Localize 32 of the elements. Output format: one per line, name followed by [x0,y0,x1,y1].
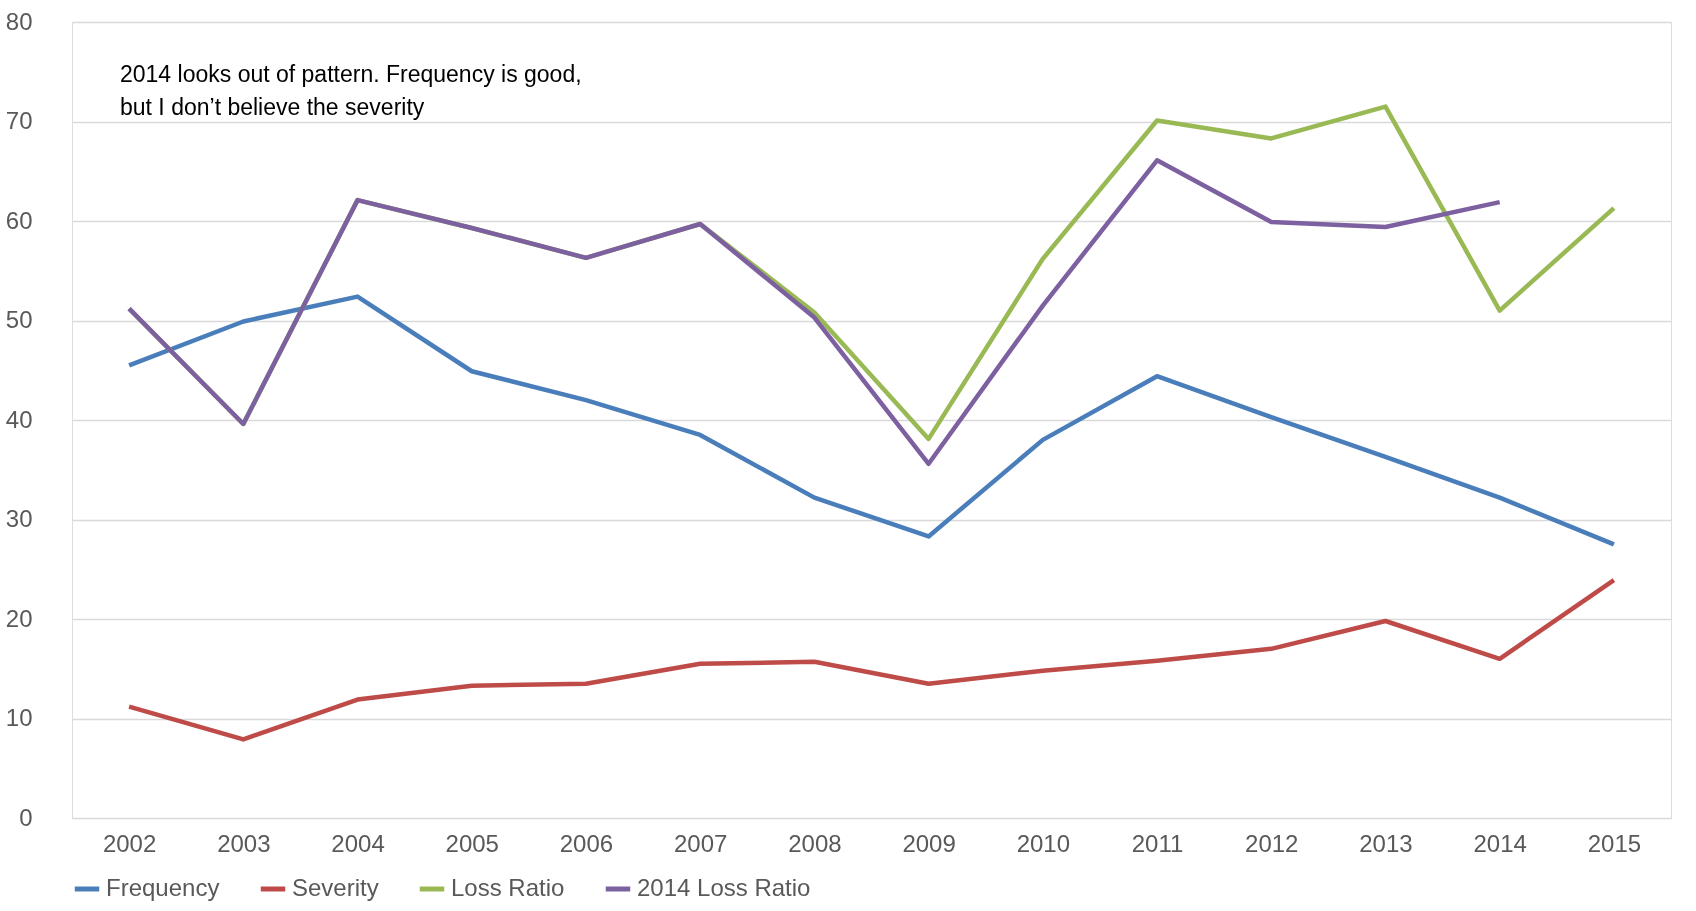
y-tick-label: 40 [5,405,33,433]
x-tick-label: 2006 [559,829,614,857]
line-series [126,294,1617,547]
y-tick-label: 70 [5,107,33,134]
y-tick-label: 50 [5,306,33,333]
x-tick-label: 2002 [102,829,157,857]
annotation: 2014 looks out of pattern. Frequency is good, [120,61,582,87]
y-tick-label: 30 [5,505,33,532]
x-tick-label: 2007 [673,829,728,857]
x-tick-label: 2003 [217,829,271,857]
line-series [126,158,1502,467]
y-tick-label: 10 [5,704,33,731]
x-tick-label: 2011 [1131,829,1184,857]
y-tick-label: 0 [19,803,33,831]
legend-label: 2014 Loss Ratio [637,874,811,901]
x-tick-label: 2010 [1016,829,1071,857]
x-tick-label: 2015 [1587,829,1642,857]
legend-label: Loss Ratio [451,874,565,901]
x-tick-label: 2004 [331,829,385,857]
legend-label: Frequency [106,874,220,901]
legend-label: Severity [292,874,379,901]
x-tick-label: 2014 [1473,829,1527,857]
annotation: but I don’t believe the severity [120,94,425,120]
x-tick-label: 2009 [902,829,956,857]
y-tick-label: 20 [5,604,33,632]
x-tick-label: 2013 [1359,829,1413,857]
y-tick-label: 60 [5,206,33,234]
x-tick-label: 2005 [445,829,499,857]
line-series [126,577,1617,742]
y-tick-label: 80 [5,7,33,35]
x-tick-label: 2008 [788,829,842,857]
x-tick-label: 2012 [1245,829,1299,857]
